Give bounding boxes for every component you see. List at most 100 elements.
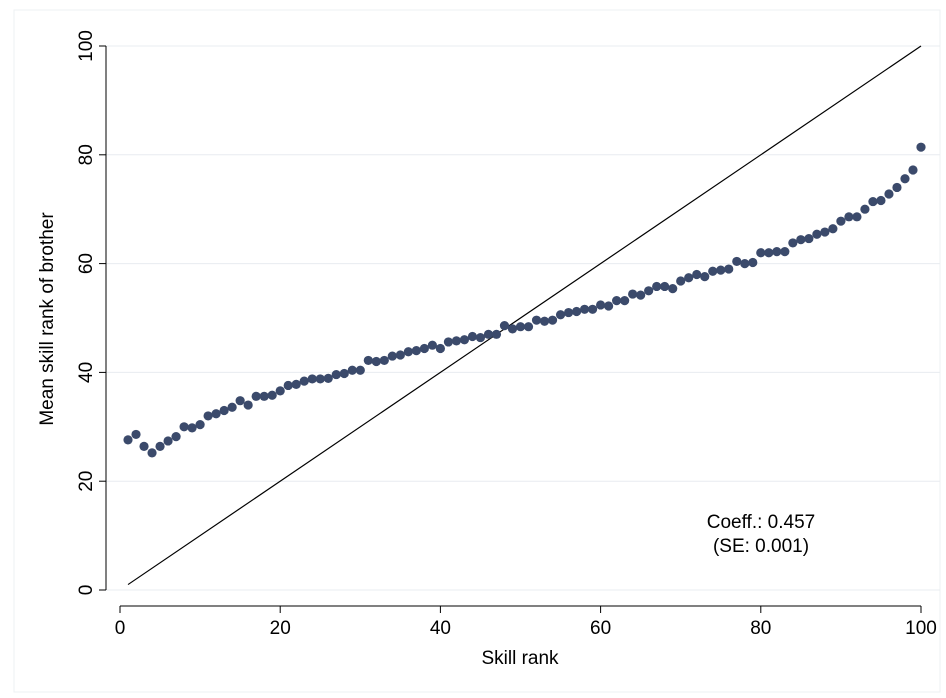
data-point-43 — [459, 335, 470, 345]
data-point-74 — [708, 266, 718, 276]
standard-error-annotation: (SE: 0.001) — [713, 536, 809, 557]
y-tick-label-100: 100 — [76, 30, 97, 62]
data-point-25 — [315, 374, 325, 384]
data-point-62 — [612, 295, 622, 306]
chart-frame — [13, 9, 941, 693]
data-point-80 — [756, 248, 766, 258]
y-tick-label-80: 80 — [76, 144, 97, 165]
x-tick-label-20: 20 — [270, 618, 291, 639]
x-tick-label-0: 0 — [115, 618, 126, 639]
data-point-58 — [579, 304, 590, 314]
data-point-67 — [652, 281, 662, 292]
x-tick-label-80: 80 — [750, 618, 771, 639]
data-point-90 — [836, 216, 846, 226]
data-point-93 — [860, 204, 870, 214]
data-point-29 — [347, 365, 357, 375]
data-point-45 — [475, 332, 486, 343]
data-point-15 — [235, 396, 245, 406]
data-point-32 — [371, 356, 381, 367]
data-point-46 — [483, 329, 494, 339]
data-point-85 — [796, 235, 806, 245]
data-point-17 — [251, 391, 261, 401]
data-point-34 — [387, 351, 397, 361]
data-point-56 — [563, 307, 574, 318]
data-point-70 — [676, 276, 686, 286]
y-axis-title: Mean skill rank of brother — [37, 212, 58, 426]
x-tick-label-40: 40 — [430, 618, 451, 639]
data-point-55 — [555, 310, 566, 320]
data-point-64 — [628, 289, 638, 299]
y-tick-label-0: 0 — [76, 585, 97, 596]
y-tick-label-60: 60 — [76, 253, 97, 274]
data-point-42 — [451, 336, 462, 346]
data-point-100 — [916, 142, 926, 152]
y-axis-ticks: 0 20 40 60 80 100 — [76, 30, 106, 595]
x-axis-ticks: 0 20 40 60 80 100 — [115, 606, 937, 639]
data-point-98 — [900, 174, 910, 184]
data-point-49 — [507, 324, 518, 334]
data-point-44 — [467, 331, 478, 342]
data-point-3 — [139, 441, 149, 451]
data-point-8 — [179, 422, 189, 432]
data-point-91 — [844, 212, 854, 222]
x-tick-label-100: 100 — [905, 618, 937, 639]
data-point-30 — [355, 365, 365, 375]
y-tick-label-40: 40 — [76, 362, 97, 383]
data-point-1 — [123, 435, 133, 445]
data-point-61 — [604, 301, 614, 311]
data-point-41 — [443, 337, 454, 347]
data-point-89 — [828, 224, 838, 234]
data-point-79 — [748, 257, 758, 268]
data-point-69 — [668, 284, 678, 294]
data-point-28 — [339, 368, 349, 379]
data-point-71 — [684, 273, 694, 283]
data-point-52 — [531, 315, 542, 325]
data-point-53 — [539, 316, 550, 326]
data-point-39 — [427, 340, 437, 350]
data-point-82 — [772, 247, 782, 257]
data-point-36 — [403, 347, 413, 357]
data-point-40 — [435, 343, 445, 354]
data-point-14 — [227, 402, 237, 412]
data-point-35 — [395, 350, 405, 360]
data-point-48 — [499, 321, 510, 331]
data-point-16 — [243, 400, 253, 410]
data-point-5 — [155, 441, 165, 451]
data-point-78 — [740, 259, 750, 269]
data-point-7 — [171, 431, 181, 442]
data-point-73 — [700, 272, 710, 282]
data-point-99 — [908, 165, 918, 175]
data-point-10 — [195, 420, 205, 430]
data-point-68 — [660, 281, 670, 292]
x-axis-title: Skill rank — [481, 648, 559, 669]
data-point-19 — [267, 390, 277, 400]
data-point-81 — [764, 248, 774, 258]
data-point-24 — [307, 374, 317, 384]
data-point-75 — [716, 265, 726, 275]
x-tick-label-60: 60 — [590, 618, 611, 639]
data-point-9 — [187, 423, 197, 433]
y-tick-label-20: 20 — [76, 471, 97, 492]
data-point-92 — [852, 212, 862, 222]
data-point-50 — [515, 322, 526, 332]
reference-45-degree-line — [127, 45, 922, 586]
data-point-31 — [363, 355, 373, 366]
data-point-2 — [131, 429, 141, 440]
data-point-23 — [299, 376, 309, 386]
data-point-47 — [491, 329, 502, 339]
data-point-37 — [411, 346, 421, 356]
coefficient-annotation: Coeff.: 0.457 — [707, 512, 815, 533]
data-point-94 — [868, 196, 878, 207]
data-point-96 — [884, 189, 894, 199]
data-point-26 — [323, 373, 333, 383]
data-point-97 — [892, 182, 902, 193]
data-point-86 — [804, 233, 814, 244]
data-point-59 — [587, 304, 598, 314]
data-point-57 — [571, 306, 582, 317]
data-point-66 — [644, 286, 654, 296]
data-point-51 — [523, 322, 534, 332]
data-point-72 — [692, 269, 702, 280]
data-point-21 — [283, 380, 293, 391]
data-point-95 — [876, 195, 886, 206]
